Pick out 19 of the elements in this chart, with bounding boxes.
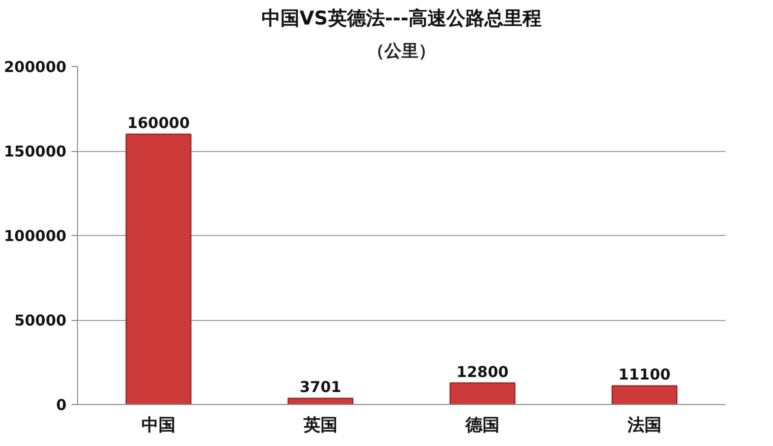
data-label: 12800 bbox=[456, 362, 509, 381]
y-tick-label: 100000 bbox=[4, 227, 67, 245]
y-tick-label: 200000 bbox=[4, 58, 67, 76]
data-label: 11100 bbox=[618, 366, 671, 384]
bar bbox=[126, 134, 192, 404]
bar bbox=[612, 385, 678, 404]
y-tick-label: 150000 bbox=[4, 142, 67, 160]
data-label: 3701 bbox=[300, 378, 342, 396]
y-tick-label: 50000 bbox=[14, 312, 66, 330]
bar bbox=[288, 398, 354, 404]
data-label: 160000 bbox=[127, 114, 190, 132]
x-tick-label: 中国 bbox=[142, 416, 176, 436]
x-tick-label: 英国 bbox=[302, 416, 338, 436]
chart-subtitle: （公里） bbox=[368, 42, 436, 62]
chart-title: 中国VS英德法---高速公路总里程 bbox=[261, 8, 542, 30]
bar bbox=[450, 382, 516, 404]
y-tick-label: 0 bbox=[56, 396, 66, 414]
x-tick-label: 德国 bbox=[464, 416, 500, 436]
x-tick-label: 法国 bbox=[626, 416, 662, 436]
